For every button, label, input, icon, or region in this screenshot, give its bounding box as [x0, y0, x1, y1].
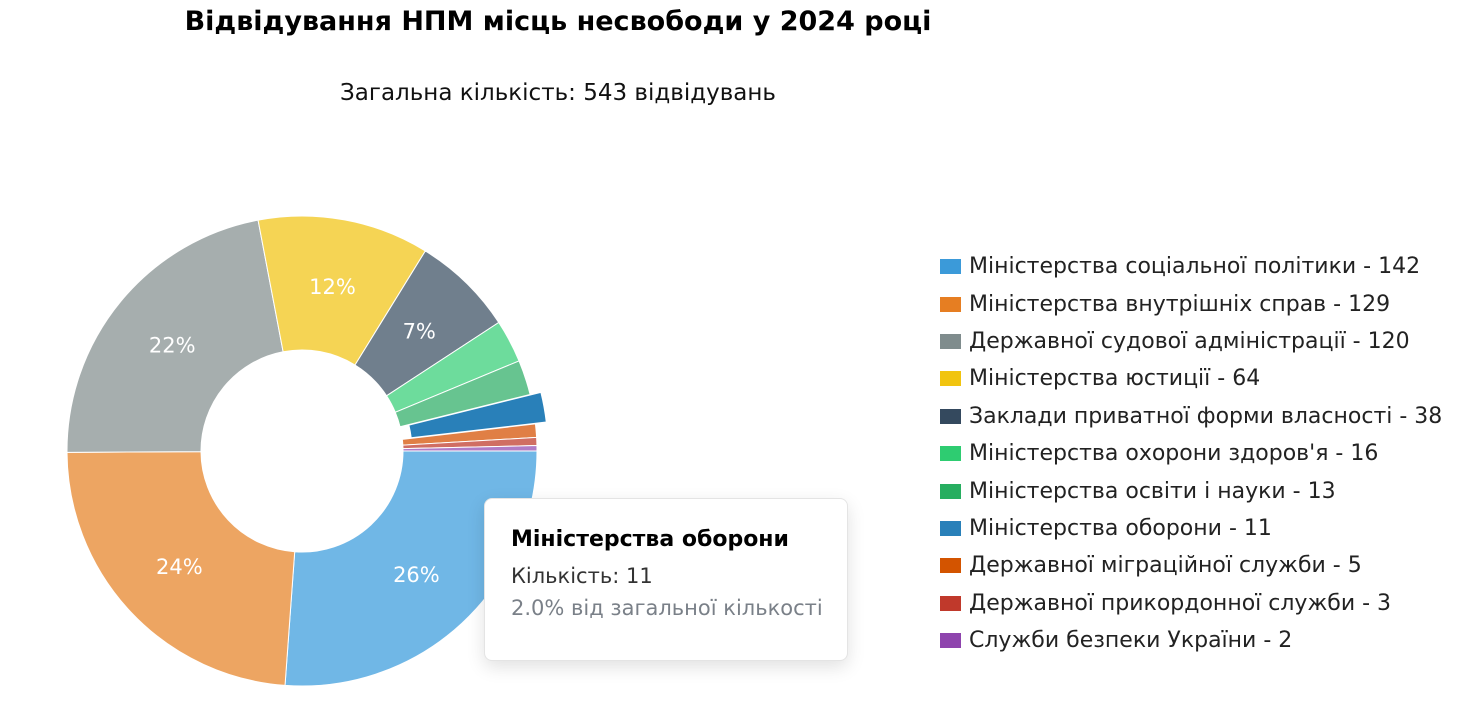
legend-swatch [940, 520, 961, 536]
slice-7[interactable] [394, 360, 531, 428]
legend-label: Міністерства освіти і науки - 13 [969, 478, 1336, 504]
legend-swatch [940, 296, 961, 312]
chart-title: Відвідування НПМ місць несвободи у 2024 … [184, 6, 932, 37]
slice-label-4: 12% [309, 275, 356, 299]
legend-swatch [940, 333, 961, 349]
slice-label-2: 24% [156, 555, 203, 579]
legend-swatch [940, 483, 961, 499]
legend-item[interactable]: Державної прикордонної служби - 3 [940, 585, 1442, 622]
tooltip-title: Міністерства оборони [511, 527, 789, 552]
tooltip-percent: 2.0% від загальної кількості [511, 596, 823, 620]
tooltip-count: Кількість: 11 [511, 564, 653, 588]
legend-label: Заклади приватної форми власності - 38 [969, 403, 1443, 429]
legend-swatch [940, 633, 961, 649]
slice-8[interactable] [408, 391, 547, 439]
legend-swatch [940, 446, 961, 462]
legend-label: Служби безпеки України - 2 [969, 628, 1293, 654]
slice-4[interactable] [257, 215, 427, 366]
legend-item[interactable]: Міністерства юстиції - 64 [940, 360, 1442, 397]
legend-label: Міністерства юстиції - 64 [969, 366, 1261, 392]
legend-label: Державної судової адміністрації - 120 [969, 328, 1410, 354]
slice-label-1: 26% [393, 563, 440, 587]
chart-subtitle: Загальна кількість: 543 відвідувань [340, 80, 776, 106]
legend-label: Міністерства соціальної політики - 142 [969, 254, 1421, 280]
slice-label-5: 7% [403, 320, 436, 344]
legend-item[interactable]: Служби безпеки України - 2 [940, 622, 1442, 659]
legend-item[interactable]: Міністерства соціальної політики - 142 [940, 248, 1442, 285]
slice-label-3: 22% [149, 333, 196, 357]
legend-swatch [940, 371, 961, 387]
legend-label: Державної міграційної служби - 5 [969, 553, 1362, 579]
slice-2[interactable] [66, 451, 296, 686]
legend-swatch [940, 408, 961, 424]
legend-label: Державної прикордонної служби - 3 [969, 590, 1392, 616]
slice-11[interactable] [402, 445, 538, 452]
legend-item[interactable]: Державної судової адміністрації - 120 [940, 323, 1442, 360]
legend-swatch [940, 259, 961, 275]
chart-legend: Міністерства соціальної політики - 142 М… [940, 248, 1442, 659]
slice-3[interactable] [66, 219, 284, 453]
legend-item[interactable]: Заклади приватної форми власності - 38 [940, 398, 1442, 435]
chart-tooltip: Міністерства оборони Кількість: 11 2.0% … [484, 498, 848, 661]
legend-label: Міністерства внутрішніх справ - 129 [969, 291, 1391, 317]
legend-item[interactable]: Міністерства освіти і науки - 13 [940, 472, 1442, 509]
legend-item[interactable]: Міністерства оборони - 11 [940, 510, 1442, 547]
legend-swatch [940, 595, 961, 611]
legend-item[interactable]: Міністерства внутрішніх справ - 129 [940, 285, 1442, 322]
legend-item[interactable]: Державної міграційної служби - 5 [940, 547, 1442, 584]
legend-label: Міністерства оборони - 11 [969, 515, 1272, 541]
legend-swatch [940, 558, 961, 574]
legend-item[interactable]: Міністерства охорони здоров'я - 16 [940, 435, 1442, 472]
legend-label: Міністерства охорони здоров'я - 16 [969, 441, 1379, 467]
